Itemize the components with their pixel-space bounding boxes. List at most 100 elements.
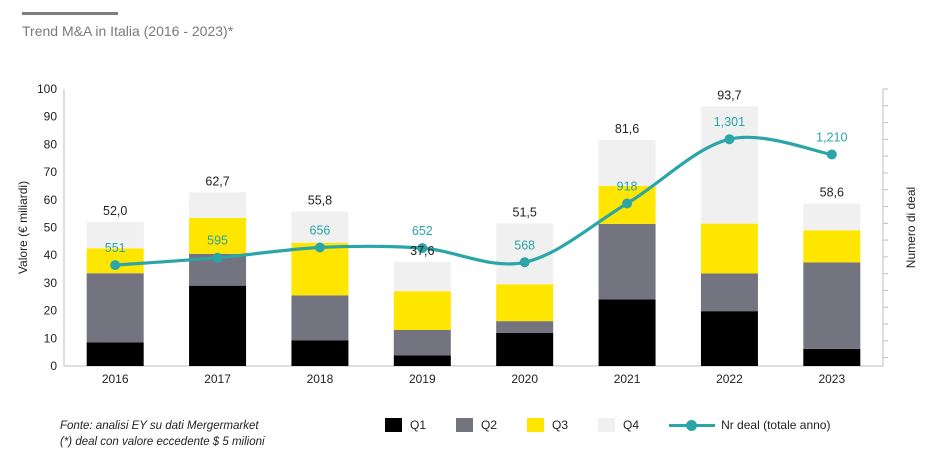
bars-group [86, 106, 861, 366]
legend-swatch-q1 [385, 418, 402, 432]
bar-q2-2020 [496, 321, 554, 333]
bar-q2-2018 [291, 295, 349, 341]
bar-q3-2022 [700, 223, 758, 274]
y-tick-label: 20 [44, 304, 58, 318]
deal-count-label: 568 [514, 238, 535, 252]
x-tick-label: 2019 [409, 372, 436, 386]
deal-point-2020 [519, 257, 530, 268]
bar-q1-2020 [496, 332, 554, 366]
bar-q4-2023 [803, 203, 861, 231]
legend-label-q4: Q4 [623, 418, 640, 432]
legend-label-q2: Q2 [481, 418, 498, 432]
bar-q1-2018 [291, 340, 349, 366]
x-tick-label: 2017 [204, 372, 231, 386]
bar-q2-2016 [86, 273, 144, 343]
y-tick-label: 30 [44, 276, 58, 290]
bar-total-label: 81,6 [615, 122, 639, 136]
bar-q2-2019 [393, 329, 451, 356]
bar-total-label: 55,8 [308, 193, 332, 207]
bar-q4-2018 [291, 211, 349, 243]
bar-q1-2019 [393, 355, 451, 366]
deals-line [115, 135, 833, 267]
deal-count-label: 1,210 [816, 130, 847, 144]
bar-q3-2023 [803, 230, 861, 263]
threshold-note: (*) deal con valore eccedente $ 5 milion… [60, 436, 265, 448]
legend-label-q3: Q3 [552, 418, 569, 432]
deal-point-2017 [212, 252, 223, 263]
deal-count-label: 656 [310, 223, 331, 237]
y-tick-label: 80 [44, 137, 58, 151]
bar-q2-2021 [598, 223, 656, 300]
x-tick-label: 2021 [614, 372, 641, 386]
y-tick-label: 70 [44, 165, 58, 179]
y-tick-label: 60 [44, 193, 58, 207]
bar-total-label: 37,6 [410, 244, 434, 258]
axes-group: 0 10 20 30 40 50 60 70 80 90 100 Valore (€ miliardi… [16, 82, 918, 386]
deal-count-label: 551 [105, 241, 126, 255]
bar-total-label: 52,0 [103, 204, 127, 218]
y-tick-label: 100 [37, 82, 57, 96]
bar-total-label: 51,5 [513, 205, 537, 219]
legend-q4: Q4 [598, 418, 639, 432]
deal-point-2018 [314, 242, 325, 253]
legend-swatch-q4 [598, 418, 616, 432]
x-tick-label: 2020 [511, 372, 538, 386]
bar-q3-2019 [393, 291, 451, 330]
legend-q1: Q1 [385, 418, 426, 432]
deal-point-2023 [826, 149, 837, 160]
deal-count-label: 918 [617, 179, 638, 193]
bar-total-label: 93,7 [717, 88, 741, 102]
footnotes: Fonte: analisi EY su dati Mergermarket (… [60, 418, 265, 450]
y-tick-label: 40 [44, 248, 58, 262]
deal-point-2022 [724, 134, 735, 145]
bar-q1-2017 [189, 285, 247, 366]
source-note: Fonte: analisi EY su dati Mergermarket [60, 420, 259, 432]
bar-total-label: 58,6 [820, 186, 844, 200]
legend-line-marker [669, 418, 716, 432]
bar-q1-2016 [86, 342, 144, 366]
bar-q4-2021 [598, 139, 656, 186]
chart-title: Trend M&A in Italia (2016 - 2023)* [22, 23, 234, 39]
legend-swatch-q3 [527, 418, 545, 432]
bar-q4-2017 [189, 192, 247, 218]
bar-q3-2017 [189, 217, 247, 254]
x-tick-label: 2022 [716, 372, 743, 386]
legend-q3: Q3 [527, 418, 568, 432]
deal-point-2016 [110, 260, 121, 271]
legend-deals: Nr deal (totale anno) [669, 418, 830, 432]
deal-count-label: 1,301 [714, 115, 745, 129]
deal-count-label: 595 [207, 234, 228, 248]
bar-q4-2022 [700, 106, 758, 224]
bar-q4-2019 [393, 261, 451, 292]
bar-q1-2021 [598, 299, 656, 366]
y2-axis-title: Numero di deal [904, 187, 918, 268]
bar-q2-2022 [700, 273, 758, 312]
title-accent-bar [22, 12, 118, 15]
bar-q1-2022 [700, 311, 758, 366]
bar-q1-2023 [803, 348, 861, 366]
labels-group: 52,0 62,7 55,8 37,6 51,5 81,6 93,7 58,6 551 595 65… [103, 88, 847, 257]
y-tick-label: 90 [44, 110, 58, 124]
deal-point-2019 [417, 243, 428, 254]
chart-canvas: 0 10 20 30 40 50 60 70 80 90 100 Valore (€ miliardi… [16, 82, 918, 386]
deal-count-label: 652 [412, 224, 433, 238]
x-tick-label: 2016 [102, 372, 129, 386]
bar-q2-2023 [803, 262, 861, 349]
y-axis-title: Valore (€ miliardi) [16, 181, 30, 274]
x-tick-label: 2023 [818, 372, 845, 386]
bar-q4-2016 [86, 221, 144, 249]
legend: Q1 Q2 Q3 Q4 Nr deal (totale anno) [385, 418, 860, 432]
bar-q3-2020 [496, 284, 554, 322]
line-group [110, 134, 837, 271]
legend-swatch-q2 [456, 418, 474, 432]
legend-q2: Q2 [456, 418, 497, 432]
bar-q4-2020 [496, 223, 554, 285]
y-tick-label: 0 [50, 359, 57, 373]
x-tick-label: 2018 [307, 372, 334, 386]
legend-label-q1: Q1 [410, 418, 427, 432]
deal-point-2021 [622, 198, 633, 209]
y-tick-label: 50 [44, 221, 58, 235]
bar-total-label: 62,7 [205, 174, 229, 188]
y-tick-label: 10 [44, 331, 58, 345]
legend-label-deals: Nr deal (totale anno) [721, 418, 831, 432]
